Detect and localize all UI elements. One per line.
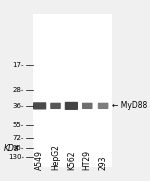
Text: 130-: 130- — [8, 154, 24, 161]
Text: 293: 293 — [99, 156, 108, 170]
Text: KDa: KDa — [4, 144, 20, 153]
Text: K562: K562 — [67, 151, 76, 170]
Text: 95-: 95- — [12, 144, 24, 151]
Text: HT29: HT29 — [83, 150, 92, 170]
Text: ← MyD88: ← MyD88 — [112, 101, 148, 110]
Text: A549: A549 — [35, 150, 44, 170]
FancyBboxPatch shape — [98, 103, 108, 109]
Text: 55-: 55- — [13, 122, 24, 128]
FancyBboxPatch shape — [33, 14, 112, 167]
Text: 17-: 17- — [12, 62, 24, 68]
FancyBboxPatch shape — [50, 103, 61, 109]
FancyBboxPatch shape — [33, 102, 46, 110]
Text: HepG2: HepG2 — [51, 144, 60, 170]
Text: 28-: 28- — [12, 87, 24, 93]
FancyBboxPatch shape — [82, 103, 93, 109]
Text: 36-: 36- — [12, 103, 24, 109]
Text: 72-: 72- — [12, 134, 24, 141]
FancyBboxPatch shape — [65, 102, 78, 110]
